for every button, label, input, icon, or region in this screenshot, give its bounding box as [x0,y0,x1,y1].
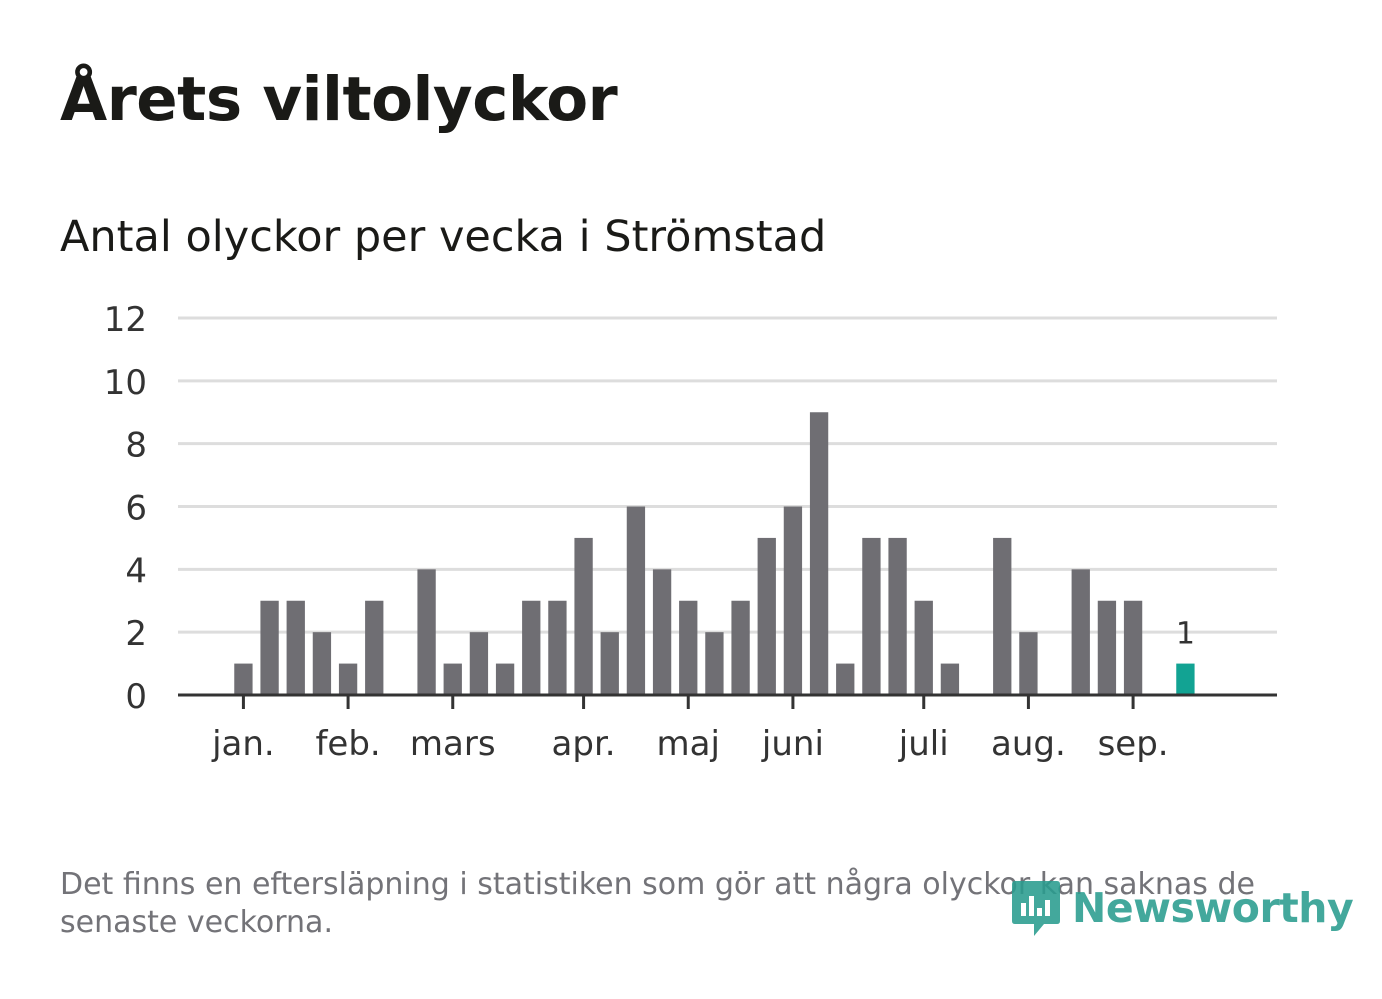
bar [783,506,803,695]
bar [365,600,384,695]
x-tick-label: juni [761,724,824,764]
bar [574,537,593,695]
bar [731,600,750,695]
bar [522,600,541,695]
x-tick-label: jan. [211,724,275,764]
bar [836,663,855,695]
bar [940,663,960,695]
bar [626,506,646,695]
x-tick-label: mars [410,724,496,764]
x-tick-label: feb. [315,724,380,764]
y-tick-label: 6 [125,489,147,529]
bar [260,600,279,695]
bar [417,569,436,695]
bar [469,632,489,695]
bar [705,632,724,695]
x-tick-label: maj [657,724,720,764]
bar [1097,600,1117,695]
y-tick-label: 8 [125,426,147,466]
y-tick-label: 0 [125,677,147,717]
bar [914,600,933,695]
bar [600,632,619,695]
x-tick-label: aug. [991,724,1066,764]
bar [548,600,567,695]
bar-chart: 1 0 2 4 6 8 10 12 jan. feb. mars apr. maj juni juli au… [104,300,1277,764]
x-tick-label: sep. [1098,724,1169,764]
highlight-bar [1176,663,1195,695]
bar [757,537,776,695]
bars-layer: 1 [234,412,1195,695]
bar [1123,600,1143,695]
logo-text: Newsworthy [1072,884,1354,932]
x-tick-label: juli [898,724,949,764]
bar [443,663,462,695]
bar [679,600,698,695]
y-tick-label: 10 [104,363,147,403]
bar [888,537,907,695]
bar [286,600,305,695]
bar [234,663,253,695]
newsworthy-logo[interactable]: Newsworthy [1010,877,1354,939]
bar [1019,632,1038,695]
bar [809,412,829,695]
bar [495,663,515,695]
y-tick-label: 2 [125,614,147,654]
bar-data-label: 1 [1176,617,1195,652]
chart-subtitle: Antal olyckor per vecka i Strömstad [60,212,827,262]
newsworthy-logo-icon [1012,881,1060,936]
bar [862,537,881,695]
x-tick-label: apr. [552,724,616,764]
bar [652,569,672,695]
grid-layer [178,316,1277,634]
bar [993,537,1012,695]
y-tick-label: 4 [125,551,147,591]
y-tick-label: 12 [104,300,147,340]
bar [338,663,358,695]
bar [1071,569,1090,695]
chart-title: Årets viltolyckor [60,64,618,135]
axis-layer: 0 2 4 6 8 10 12 jan. feb. mars apr. maj juni juli aug.… [104,300,1277,764]
bar [312,632,332,695]
